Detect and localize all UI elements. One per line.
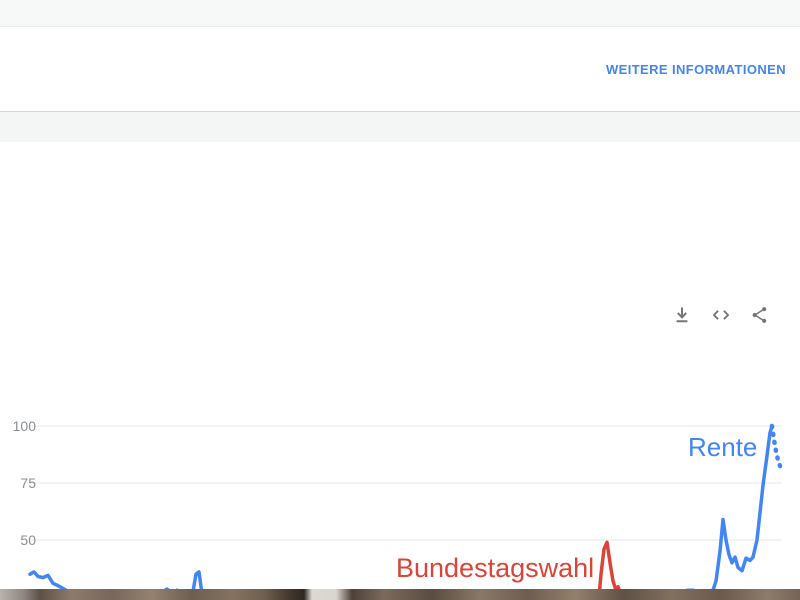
chart-toolbar [670, 302, 774, 328]
trends-chart-card: 100755025 1. Juni um...3. Juni um 23:006… [0, 142, 800, 600]
trend-line-rente-forecast [769, 423, 785, 472]
photo-strip [0, 589, 800, 600]
header: WEITERE INFORMATIONEN [0, 28, 800, 111]
more-info-link[interactable]: WEITERE INFORMATIONEN [605, 62, 786, 77]
y-tick-label: 75 [20, 475, 36, 491]
download-icon [672, 305, 694, 325]
section-divider [0, 111, 800, 142]
chart-plot-area[interactable]: 100755025 1. Juni um...3. Juni um 23:006… [0, 412, 800, 600]
share-icon [750, 305, 772, 325]
embed-button[interactable] [709, 302, 735, 328]
y-tick-label: 100 [12, 418, 36, 434]
download-button[interactable] [670, 302, 696, 328]
share-button[interactable] [748, 302, 774, 328]
y-tick-label: 50 [20, 532, 36, 548]
embed-icon [711, 305, 733, 325]
series-label-bundestagswahl: Bundestagswahl [396, 553, 595, 583]
top-strip [0, 0, 800, 27]
series-label-rente: Rente [688, 432, 758, 462]
